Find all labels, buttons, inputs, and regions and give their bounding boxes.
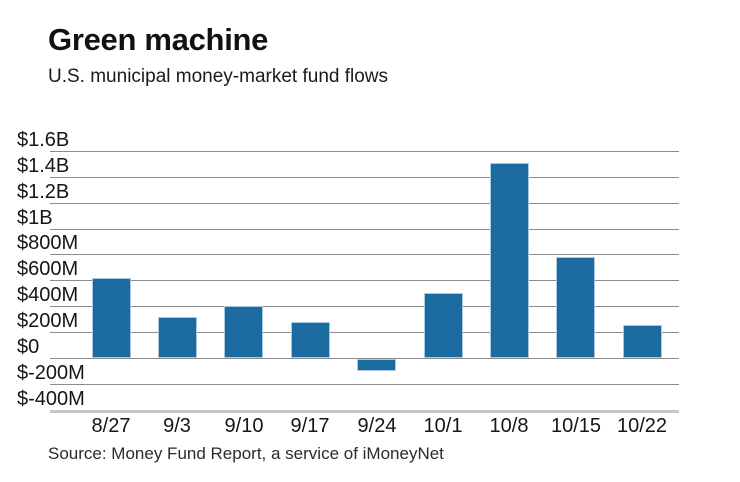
x-axis-tick-label: 10/1	[423, 415, 463, 437]
gridline	[50, 280, 679, 281]
gridline	[50, 358, 679, 359]
y-axis-tick-label: $1.4B	[17, 155, 70, 177]
gridline	[50, 229, 679, 230]
bar-8-27	[92, 278, 131, 358]
bar-10-1	[424, 293, 463, 358]
x-axis-tick-label: 8/27	[91, 415, 131, 437]
x-axis-tick-label: 10/22	[616, 415, 668, 437]
x-axis-tick-label: 9/10	[224, 415, 264, 437]
bar-9-17	[291, 322, 330, 358]
y-axis-tick-label: $1B	[17, 207, 53, 229]
x-axis-baseline	[50, 410, 679, 413]
chart-subtitle: U.S. municipal money-market fund flows	[48, 66, 389, 87]
y-axis-tick-label: $800M	[17, 232, 79, 254]
bar-9-3	[158, 317, 197, 358]
y-axis-tick-label: $1.6B	[17, 129, 70, 151]
gridline	[50, 151, 679, 152]
bar-9-10	[224, 306, 263, 358]
gridline	[50, 306, 679, 307]
bar-10-22	[623, 325, 662, 358]
y-axis-tick-label: $200M	[17, 310, 79, 332]
gridline	[50, 203, 679, 204]
gridline	[50, 177, 679, 178]
y-axis-tick-label: $0	[17, 336, 40, 358]
x-axis-tick-label: 9/17	[290, 415, 330, 437]
y-axis-tick-label: $1.2B	[17, 181, 70, 203]
y-axis-tick-label: $-400M	[17, 388, 85, 410]
chart-title: Green machine	[48, 22, 269, 57]
y-axis-tick-label: $400M	[17, 284, 79, 306]
x-axis-tick-label: 9/3	[163, 415, 191, 437]
x-axis-tick-label: 9/24	[357, 415, 397, 437]
y-axis-tick-label: $600M	[17, 258, 79, 280]
bar-10-8	[490, 163, 529, 358]
bar-9-24	[357, 359, 396, 371]
y-axis-tick-label: $-200M	[17, 362, 85, 384]
x-axis-tick-label: 10/15	[550, 415, 602, 437]
bar-10-15	[556, 257, 595, 358]
x-axis-tick-label: 10/8	[489, 415, 529, 437]
gridline	[50, 332, 679, 333]
source-note: Source: Money Fund Report, a service of …	[48, 444, 444, 463]
gridline	[50, 384, 679, 385]
gridline	[50, 254, 679, 255]
